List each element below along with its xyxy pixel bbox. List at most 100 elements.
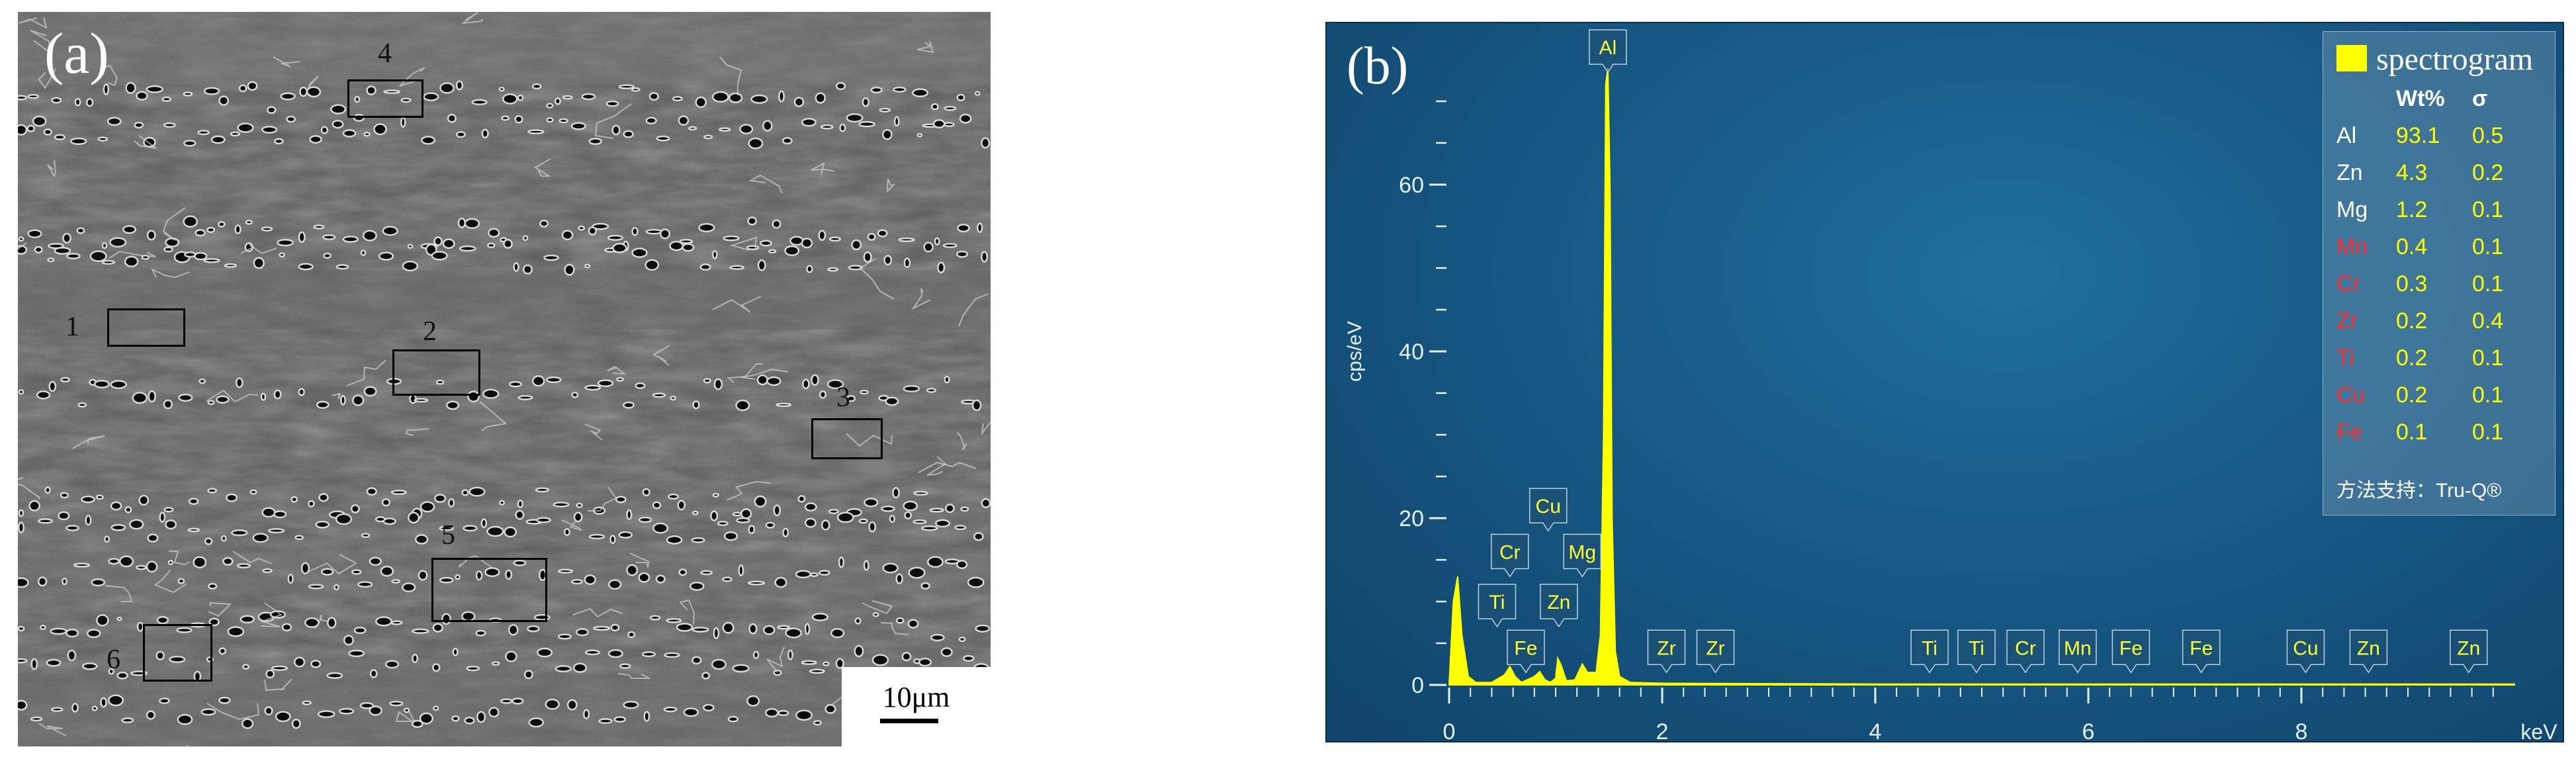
precipitate-particle	[666, 618, 682, 623]
grain-boundary-line	[331, 392, 341, 400]
table-cell-wt: 1.2	[2396, 197, 2428, 222]
grain-boundary-line	[652, 345, 670, 366]
y-axis-label: cps/eV	[1344, 321, 1366, 382]
precipitate-particle	[499, 500, 506, 506]
precipitate-particle	[18, 509, 24, 517]
precipitate-particle	[781, 137, 793, 145]
precipitate-particle	[652, 501, 662, 510]
sem-micrograph-panel: (a) 1 2 3 4 5 6 10μm	[18, 12, 991, 746]
table-cell-element: Al	[2336, 123, 2357, 148]
precipitate-particle	[828, 508, 839, 514]
precipitate-particle	[36, 390, 51, 400]
precipitate-particle	[322, 234, 336, 240]
grain-boundary-line	[399, 67, 425, 87]
grain-boundary-line	[240, 244, 277, 255]
x-tick-label: 4	[1869, 719, 1882, 741]
precipitate-particle	[163, 399, 173, 410]
precipitate-particle	[543, 254, 559, 261]
grain-boundary-line	[99, 64, 118, 87]
precipitate-particle	[95, 494, 104, 500]
peak-label-text: Zr	[1657, 637, 1675, 659]
precipitate-particle	[200, 708, 216, 716]
grain-boundary-line	[30, 30, 51, 52]
precipitate-particle	[957, 224, 970, 233]
precipitate-particle	[588, 138, 603, 146]
precipitate-particle	[327, 617, 337, 629]
grain-boundary-line	[206, 703, 260, 721]
precipitate-particle	[136, 621, 144, 632]
precipitate-particle	[195, 229, 206, 237]
precipitate-particle	[363, 132, 371, 137]
peak-label-Zr: Zr	[1696, 629, 1735, 674]
precipitate-particle	[545, 698, 560, 710]
precipitate-particle	[558, 118, 568, 124]
precipitate-particle	[660, 228, 670, 240]
precipitate-particle	[801, 118, 817, 127]
precipitate-particle	[163, 246, 173, 253]
peak-label-Zn: Zn	[1540, 584, 1578, 628]
precipitate-particle	[773, 669, 782, 676]
precipitate-particle	[457, 217, 466, 228]
table-cell-wt: 0.4	[2396, 234, 2428, 259]
precipitate-particle	[408, 512, 420, 524]
precipitate-particle	[125, 81, 136, 94]
precipitate-particle	[143, 136, 156, 148]
precipitate-particle	[402, 260, 419, 272]
precipitate-particle	[69, 137, 87, 146]
precipitate-particle	[864, 498, 879, 508]
table-cell-sigma: 0.1	[2472, 197, 2504, 222]
peak-label-Cr: Cr	[1491, 533, 1529, 578]
grain-boundary-line	[105, 585, 133, 602]
precipitate-particle	[332, 120, 344, 129]
precipitate-particle	[316, 400, 330, 409]
legend-swatch	[2336, 45, 2367, 71]
grain-boundary-line	[740, 368, 789, 380]
precipitate-particle	[51, 97, 62, 104]
precipitate-particle	[403, 707, 410, 713]
grain-boundary-line	[594, 103, 632, 139]
precipitate-particle	[183, 91, 193, 97]
grain-boundary-line	[306, 75, 319, 99]
precipitate-particle	[740, 508, 752, 519]
x-tick-label: 6	[2082, 719, 2095, 741]
precipitate-particle	[642, 488, 650, 496]
precipitate-particle	[66, 253, 81, 259]
table-cell-sigma: 0.5	[2472, 123, 2504, 148]
precipitate-particle	[307, 500, 315, 508]
precipitate-particle	[27, 229, 42, 238]
precipitate-particle	[513, 262, 519, 272]
precipitate-particle	[571, 578, 584, 585]
precipitate-particle	[934, 237, 940, 246]
precipitate-particle	[765, 521, 776, 529]
precipitate-particle	[85, 98, 94, 107]
precipitate-particle	[566, 699, 578, 711]
precipitate-particle	[260, 392, 267, 401]
precipitate-particle	[700, 570, 713, 576]
table-cell-wt: 0.2	[2396, 308, 2428, 334]
precipitate-particle	[508, 624, 519, 636]
precipitate-particle	[546, 117, 554, 123]
precipitate-particle	[451, 715, 460, 722]
precipitate-particle	[765, 708, 779, 718]
precipitate-particle	[527, 129, 545, 134]
precipitate-particle	[826, 379, 844, 390]
grain-boundary-line	[19, 17, 48, 29]
table-cell-element: Fe	[2336, 420, 2363, 445]
region-box-4	[347, 79, 423, 118]
precipitate-particle	[216, 395, 230, 404]
legend-series-name: spectrogram	[2376, 42, 2534, 77]
precipitate-particle	[879, 107, 891, 112]
precipitate-particle	[735, 399, 750, 412]
precipitate-particle	[286, 115, 296, 123]
precipitate-particle	[136, 91, 148, 101]
precipitate-particle	[719, 127, 731, 132]
precipitate-particle	[975, 624, 991, 633]
grain-boundary-line	[910, 288, 931, 310]
precipitate-particle	[618, 531, 633, 539]
precipitate-particle	[91, 578, 106, 587]
precipitate-particle	[768, 249, 777, 254]
precipitate-particle	[108, 558, 120, 565]
precipitate-particle	[537, 647, 553, 658]
precipitate-particle	[572, 662, 588, 673]
precipitate-particle	[439, 576, 454, 584]
